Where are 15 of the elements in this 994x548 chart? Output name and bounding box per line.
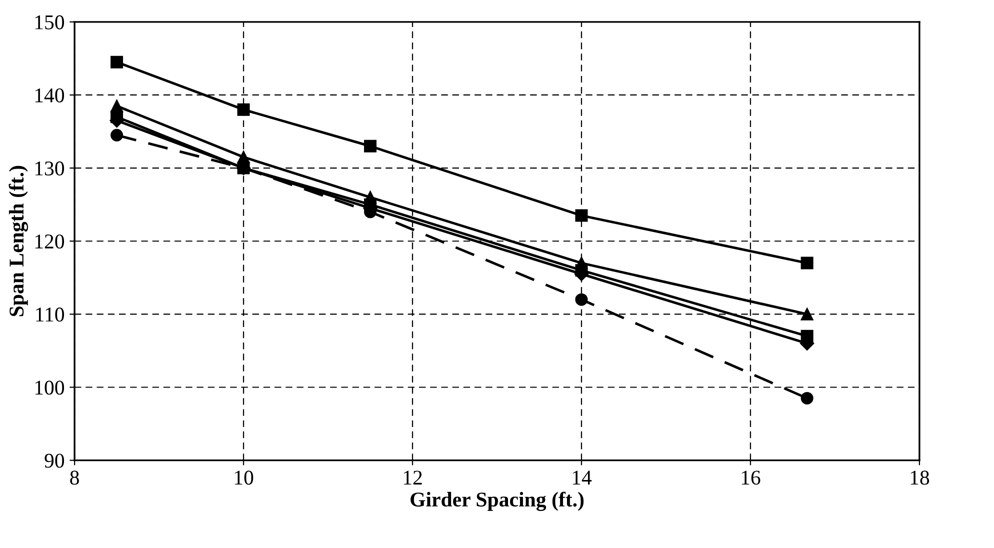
y-tick-label: 90 <box>44 454 64 468</box>
y-tick-label: 100 <box>35 380 64 395</box>
x-tick-label: 18 <box>910 470 930 485</box>
x-tick-label: 10 <box>234 470 254 485</box>
x-tick-label: 16 <box>742 470 760 485</box>
x-axis-title: Girder Spacing (ft.) <box>410 492 584 511</box>
y-tick-label: 140 <box>35 88 64 102</box>
y-tick-label: 150 <box>35 15 64 30</box>
y-tick-label: 110 <box>36 308 64 322</box>
y-axis-title: Span Length (ft.) <box>8 166 28 316</box>
x-tick-label: 12 <box>404 470 422 484</box>
y-tick-label: 120 <box>35 234 64 249</box>
y-tick-label: 130 <box>35 161 64 176</box>
x-tick-label: 8 <box>70 470 79 485</box>
x-tick-label: 14 <box>572 470 592 484</box>
